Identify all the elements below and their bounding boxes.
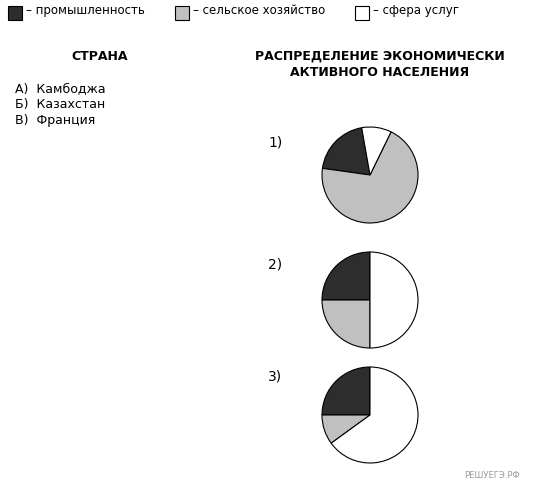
Wedge shape (361, 127, 391, 175)
Text: В)  Франция: В) Франция (15, 114, 95, 127)
Wedge shape (322, 132, 418, 223)
Bar (8, 6, 22, 20)
Wedge shape (322, 367, 370, 415)
Wedge shape (322, 252, 370, 300)
Text: 2): 2) (268, 258, 282, 272)
Wedge shape (370, 252, 418, 348)
Text: РЕШУЕГЭ.РФ: РЕШУЕГЭ.РФ (464, 471, 520, 480)
Text: – промышленность: – промышленность (26, 4, 145, 17)
Wedge shape (331, 367, 418, 463)
Bar (175, 6, 189, 20)
Text: АКТИВНОГО НАСЕЛЕНИЯ: АКТИВНОГО НАСЕЛЕНИЯ (290, 66, 470, 79)
Text: А)  Камбоджа: А) Камбоджа (15, 82, 105, 95)
Wedge shape (322, 300, 370, 348)
Bar (355, 6, 369, 20)
Text: 1): 1) (268, 135, 282, 149)
Wedge shape (322, 415, 370, 443)
Text: 3): 3) (268, 370, 282, 384)
Text: СТРАНА: СТРАНА (72, 50, 128, 63)
Text: РАСПРЕДЕЛЕНИЕ ЭКОНОМИЧЕСКИ: РАСПРЕДЕЛЕНИЕ ЭКОНОМИЧЕСКИ (255, 50, 505, 63)
Text: – сельское хозяйство: – сельское хозяйство (193, 4, 325, 17)
Text: – сфера услуг: – сфера услуг (373, 4, 459, 17)
Wedge shape (323, 128, 370, 175)
Text: Б)  Казахстан: Б) Казахстан (15, 98, 105, 111)
